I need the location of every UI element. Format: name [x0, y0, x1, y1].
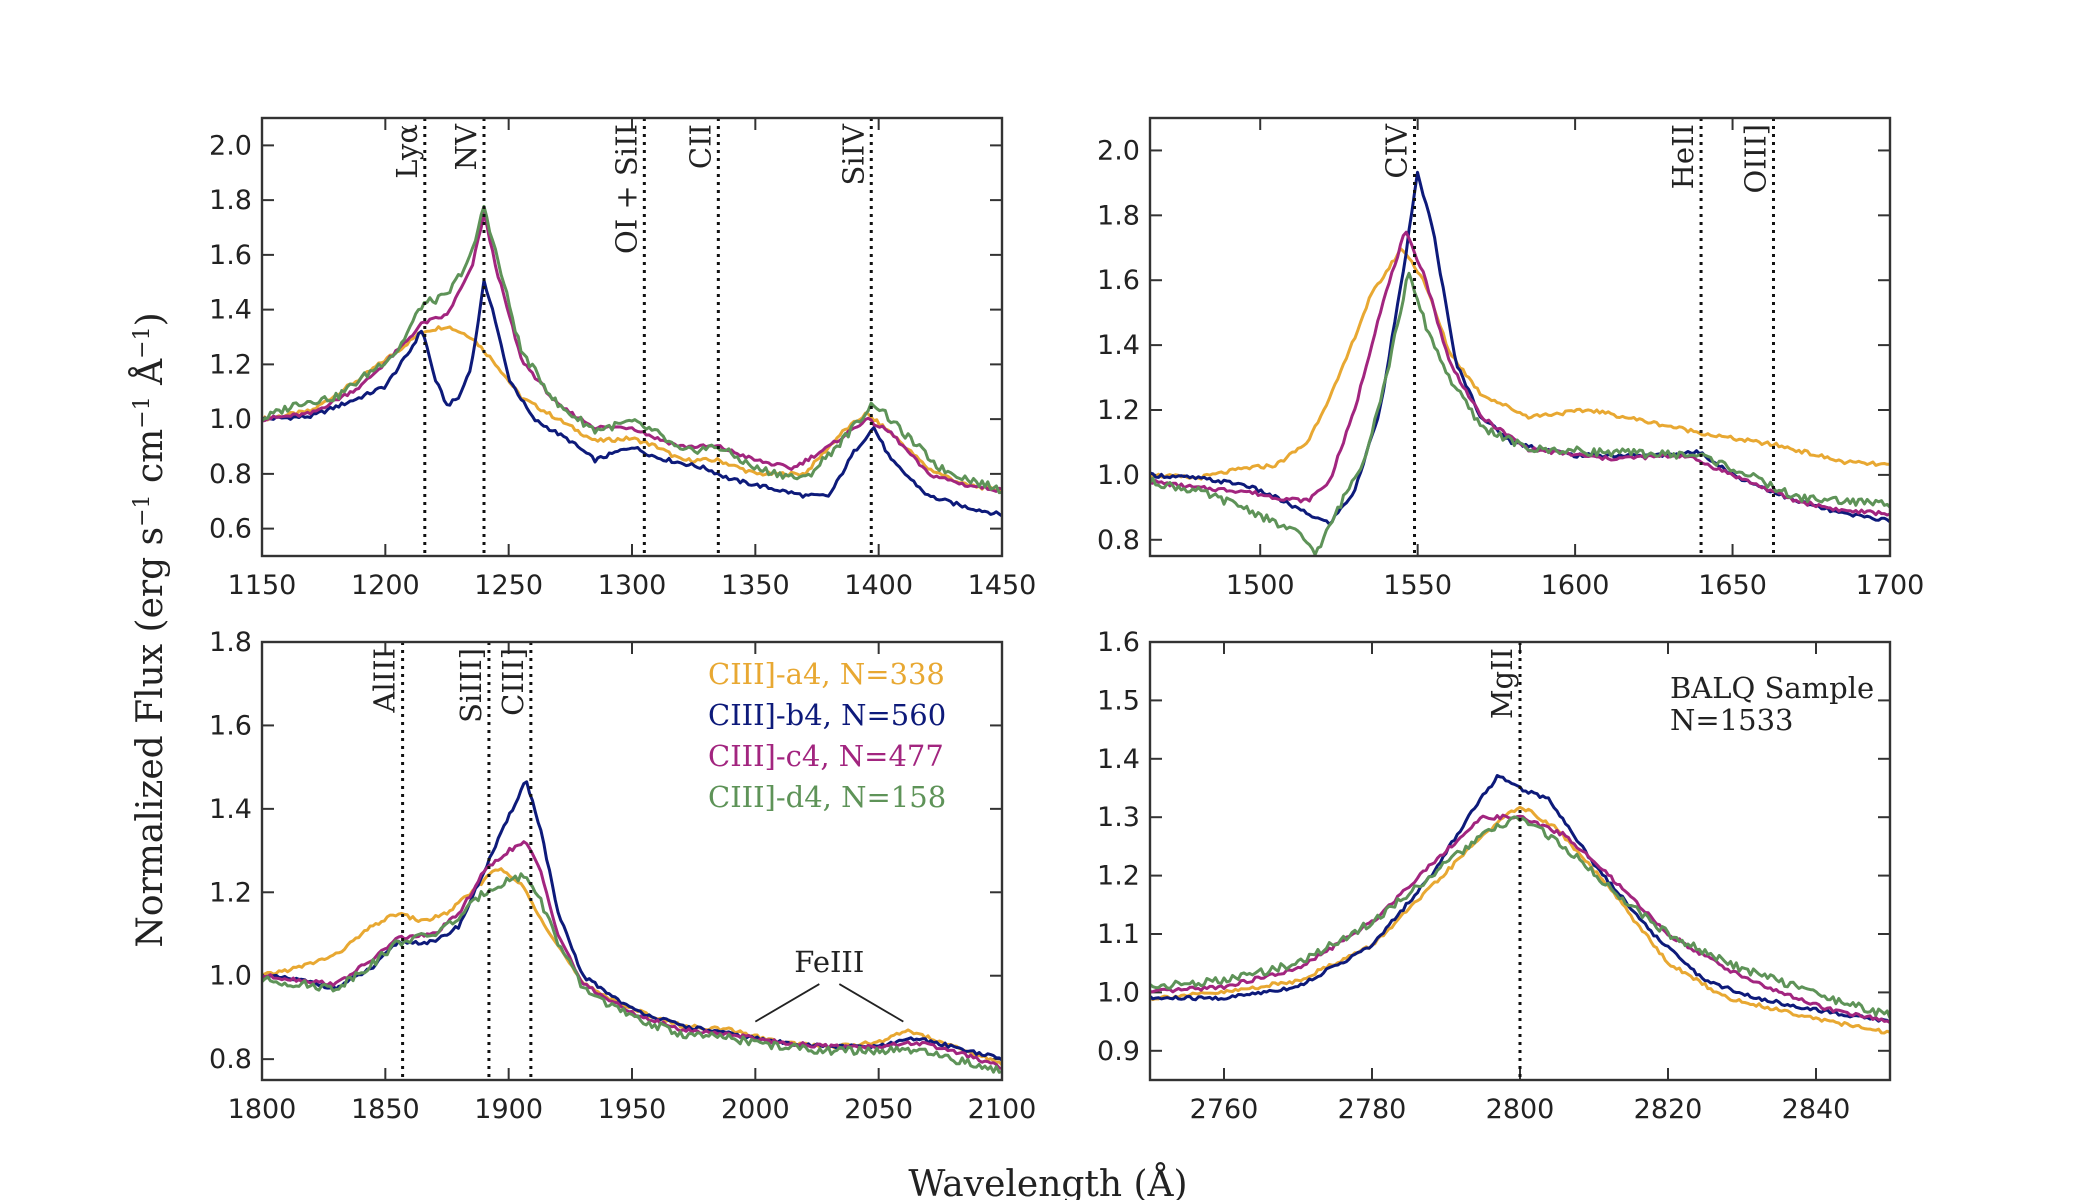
y-tick-label: 1.4 [209, 295, 252, 326]
series-line-b4 [262, 278, 1002, 518]
legend-entry-a4: CIII]-a4, N=338 [708, 657, 945, 691]
x-tick-label: 2780 [1338, 1094, 1407, 1125]
y-tick-label: 0.8 [1097, 525, 1140, 556]
y-tick-label: 1.0 [209, 404, 252, 435]
x-tick-label: 1600 [1541, 570, 1610, 601]
series-line-a4 [1150, 805, 1890, 1035]
y-tick-label: 1.2 [1097, 395, 1140, 426]
y-tick-label: 1.4 [1097, 744, 1140, 775]
emission-line-label: Lyα [390, 124, 424, 179]
y-tick-label: 1.5 [1097, 685, 1140, 716]
y-tick-label: 1.6 [1097, 265, 1140, 296]
annotation-arrow-right [838, 983, 904, 1023]
series-line-c4 [262, 840, 1002, 1071]
series-line-c4 [1150, 230, 1890, 517]
x-tick-label: 2100 [968, 1094, 1037, 1125]
y-tick-label: 1.0 [209, 961, 252, 992]
y-tick-label: 1.2 [209, 877, 252, 908]
y-tick-label: 1.8 [209, 627, 252, 658]
y-tick-label: 1.6 [209, 710, 252, 741]
series-line-d4 [262, 204, 1002, 495]
sample-count: N=1533 [1670, 703, 1793, 737]
x-tick-label: 1800 [228, 1094, 297, 1125]
y-tick-label: 0.8 [209, 459, 252, 490]
emission-line-label: CII [683, 124, 717, 169]
y-tick-label: 0.6 [209, 514, 252, 545]
series-line-d4 [262, 872, 1002, 1074]
legend-entry-c4: CIII]-c4, N=477 [708, 739, 944, 773]
x-tick-label: 1300 [598, 570, 667, 601]
x-tick-label: 1450 [968, 570, 1037, 601]
series-line-d4 [1150, 271, 1890, 556]
x-tick-label: 2800 [1486, 1094, 1555, 1125]
x-tick-label: 1650 [1698, 570, 1767, 601]
x-tick-label: 1400 [844, 570, 913, 601]
emission-line-label: CIII] [496, 648, 530, 716]
annotation-arrow-left [754, 983, 820, 1023]
x-tick-label: 1700 [1856, 570, 1925, 601]
plot-frame [1148, 116, 1892, 558]
series-line-b4 [1150, 170, 1890, 526]
y-tick-label: 1.4 [209, 794, 252, 825]
x-tick-label: 1150 [228, 570, 297, 601]
y-tick-label: 1.2 [209, 349, 252, 380]
x-tick-label: 1200 [351, 570, 420, 601]
x-tick-label: 1350 [721, 570, 790, 601]
plot-frame [1148, 640, 1892, 1082]
y-tick-label: 1.0 [1097, 977, 1140, 1008]
y-tick-label: 1.4 [1097, 330, 1140, 361]
x-tick-label: 1900 [474, 1094, 543, 1125]
panel-bottom-left: 0.8 1.0 1.2 1.4 1.6 1.8 1800 1850 1900 1950 2000 20… [209, 627, 1036, 1125]
emission-line-label: HeII [1666, 124, 1700, 189]
x-tick-label: 2840 [1782, 1094, 1851, 1125]
y-tick-label: 1.0 [1097, 460, 1140, 491]
panel-top-left: 0.6 0.8 1.0 1.2 1.4 1.6 1.8 2.0 1150 1200 1250 1300… [209, 116, 1037, 601]
y-tick-label: 1.1 [1097, 919, 1140, 950]
x-tick-label: 2000 [721, 1094, 790, 1125]
emission-line-label: SiIII] [454, 648, 488, 723]
panel-bottom-right: 0.9 1.0 1.1 1.2 1.3 1.4 1.5 1.6 2760 2780 2800 2820… [1097, 627, 1892, 1125]
y-tick-label: 1.6 [1097, 627, 1140, 658]
annotation-feiii: FeIII [794, 945, 864, 979]
emission-line-label: SiIV [836, 123, 870, 186]
x-tick-label: 2820 [1634, 1094, 1703, 1125]
emission-line-label: NV [449, 123, 483, 170]
series-line-c4 [262, 211, 1002, 493]
emission-line-label: AlIII [368, 648, 402, 714]
emission-line-label: CIV [1380, 123, 1414, 179]
x-tick-label: 1950 [598, 1094, 667, 1125]
x-tick-label: 1250 [474, 570, 543, 601]
y-tick-label: 2.0 [1097, 135, 1140, 166]
plot-frame [260, 116, 1004, 558]
panel-top-right: 0.8 1.0 1.2 1.4 1.6 1.8 2.0 1500 1550 1600 1650 170… [1097, 116, 1925, 601]
x-tick-label: 1500 [1226, 570, 1295, 601]
series-line-a4 [1150, 247, 1890, 481]
series-line-b4 [262, 780, 1002, 1062]
series-line-a4 [262, 325, 1002, 493]
legend-entry-b4: CIII]-b4, N=560 [708, 698, 946, 732]
emission-line-label: MgII [1485, 648, 1519, 719]
x-tick-label: 1550 [1383, 570, 1452, 601]
series-line-c4 [1150, 813, 1890, 1024]
y-axis-label: Normalized Flux (erg s−1 cm−1 Å−1) [129, 312, 171, 947]
x-tick-label: 2760 [1190, 1094, 1259, 1125]
y-tick-label: 0.8 [209, 1044, 252, 1075]
emission-line-label: OIII] [1738, 124, 1772, 193]
y-tick-label: 1.8 [209, 185, 252, 216]
y-tick-label: 0.9 [1097, 1036, 1140, 1067]
emission-line-label: OI + SiII [609, 124, 643, 254]
y-tick-label: 2.0 [209, 130, 252, 161]
y-tick-label: 1.8 [1097, 200, 1140, 231]
x-axis-label: Wavelength (Å) [908, 1163, 1187, 1200]
y-tick-label: 1.2 [1097, 861, 1140, 892]
y-tick-label: 1.3 [1097, 802, 1140, 833]
plot-frame [260, 640, 1004, 1082]
y-tick-label: 1.6 [209, 240, 252, 271]
sample-label: BALQ Sample [1670, 671, 1874, 705]
legend-entry-d4: CIII]-d4, N=158 [708, 780, 946, 814]
x-tick-label: 2050 [844, 1094, 913, 1125]
x-tick-label: 1850 [351, 1094, 420, 1125]
